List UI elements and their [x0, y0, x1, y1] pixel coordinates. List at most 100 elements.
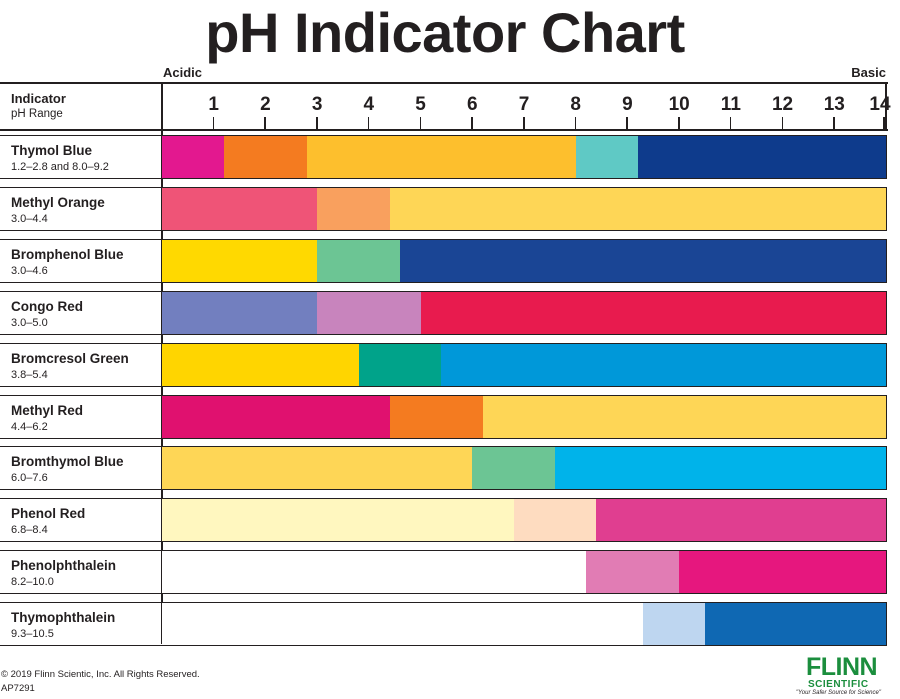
color-bar — [162, 551, 886, 593]
row-frame — [0, 135, 887, 179]
color-segment — [586, 551, 680, 593]
color-bar — [162, 499, 886, 541]
product-code: AP7291 — [1, 683, 35, 694]
color-segment — [472, 447, 556, 489]
color-segment — [482, 396, 886, 438]
color-segment — [162, 136, 225, 178]
logo-wordmark: FLINN — [806, 653, 878, 681]
row-frame — [0, 343, 887, 387]
indicator-row: Methyl Red 4.4–6.2 — [0, 395, 888, 439]
color-segment — [162, 603, 643, 645]
indicator-ph-range: 3.0–4.6 — [11, 265, 48, 277]
color-segment — [441, 344, 886, 386]
ph-tick-mark — [626, 117, 628, 130]
ph-tick-label: 5 — [415, 94, 426, 115]
ph-tick-mark — [678, 117, 680, 130]
indicator-row: Congo Red 3.0–5.0 — [0, 291, 888, 335]
ph-tick-mark — [419, 117, 422, 130]
color-segment — [317, 292, 421, 334]
color-segment — [642, 603, 705, 645]
row-frame — [0, 395, 887, 439]
indicator-name: Congo Red — [11, 299, 83, 314]
color-segment — [389, 188, 886, 230]
color-segment — [513, 499, 597, 541]
row-frame — [0, 498, 887, 542]
color-segment — [575, 136, 638, 178]
color-segment — [162, 344, 359, 386]
row-frame — [0, 446, 887, 490]
copyright-text: © 2019 Flinn Scientic, Inc. All Rights R… — [1, 669, 200, 680]
indicator-name: Bromcresol Green — [11, 351, 129, 366]
ph-tick-mark — [883, 117, 885, 130]
color-segment — [162, 188, 318, 230]
indicator-ph-range: 6.0–7.6 — [11, 472, 48, 484]
indicator-column-header: Indicator — [11, 91, 66, 106]
color-bar — [162, 396, 886, 438]
ph-tick-label: 10 — [668, 94, 690, 115]
color-segment — [637, 136, 886, 178]
indicator-row: Bromcresol Green 3.8–5.4 — [0, 343, 888, 387]
indicator-name: Bromphenol Blue — [11, 247, 124, 262]
basic-label: Basic — [851, 65, 886, 80]
ph-tick-mark — [264, 117, 266, 130]
color-segment — [162, 292, 318, 334]
header-bottom-rule — [0, 129, 888, 131]
color-segment — [162, 396, 390, 438]
row-frame — [0, 550, 887, 594]
ph-tick-mark — [212, 117, 215, 130]
page-title: pH Indicator Chart — [205, 1, 685, 64]
ph-tick-label: 13 — [823, 94, 845, 115]
row-frame — [0, 291, 887, 335]
acidic-label: Acidic — [163, 65, 203, 80]
ph-tick-label: 11 — [720, 94, 741, 115]
row-frame — [0, 239, 887, 283]
ph-tick-mark — [316, 117, 318, 130]
indicator-row: Methyl Orange 3.0–4.4 — [0, 187, 888, 231]
indicator-name: Thymol Blue — [11, 143, 93, 158]
range-column-header: pH Range — [11, 108, 63, 120]
ph-tick-label: 7 — [518, 94, 530, 115]
indicator-ph-range: 6.8–8.4 — [11, 524, 48, 536]
indicator-name: Methyl Red — [11, 403, 84, 418]
color-segment — [679, 551, 886, 593]
indicator-row: Bromthymol Blue 6.0–7.6 — [0, 446, 888, 490]
color-segment — [420, 292, 886, 334]
color-bar — [162, 188, 886, 230]
color-segment — [162, 240, 318, 282]
ph-tick-mark — [574, 117, 577, 130]
logo-tagline: "Your Safer Source for Science" — [796, 690, 881, 696]
indicator-ph-range: 3.8–5.4 — [11, 369, 48, 381]
logo-subtitle: SCIENTIFIC — [808, 679, 869, 690]
color-bar — [162, 240, 886, 282]
color-bar — [162, 344, 886, 386]
indicator-ph-range: 4.4–6.2 — [11, 421, 48, 433]
indicator-ph-range: 3.0–5.0 — [11, 317, 48, 329]
color-segment — [317, 188, 390, 230]
color-segment — [224, 136, 307, 178]
ph-tick-label: 1 — [208, 94, 219, 115]
indicator-ph-range: 3.0–4.4 — [11, 213, 48, 225]
ph-tick-mark — [471, 117, 473, 130]
ph-tick-label: 12 — [771, 94, 794, 115]
indicator-ph-range: 9.3–10.5 — [11, 628, 54, 640]
indicator-ph-range: 8.2–10.0 — [11, 576, 54, 588]
ph-tick-label: 3 — [311, 94, 323, 115]
ph-tick-label: 9 — [622, 94, 633, 115]
color-bar — [162, 292, 886, 334]
scale-end-line — [885, 82, 887, 131]
ph-tick-label: 2 — [260, 94, 271, 115]
color-bar — [162, 447, 886, 489]
indicator-name: Phenolphthalein — [11, 558, 117, 573]
color-segment — [162, 551, 587, 593]
color-segment — [358, 344, 442, 386]
color-segment — [705, 603, 886, 645]
indicator-row: Thymophthalein 9.3–10.5 — [0, 602, 888, 646]
indicator-row: Bromphenol Blue 3.0–4.6 — [0, 239, 888, 283]
color-bar — [162, 136, 886, 178]
color-segment — [306, 136, 576, 178]
indicator-name: Methyl Orange — [11, 195, 105, 210]
color-segment — [555, 447, 886, 489]
ph-tick-mark — [367, 117, 370, 130]
color-segment — [389, 396, 483, 438]
indicator-ph-range: 1.2–2.8 and 8.0–9.2 — [11, 161, 109, 173]
